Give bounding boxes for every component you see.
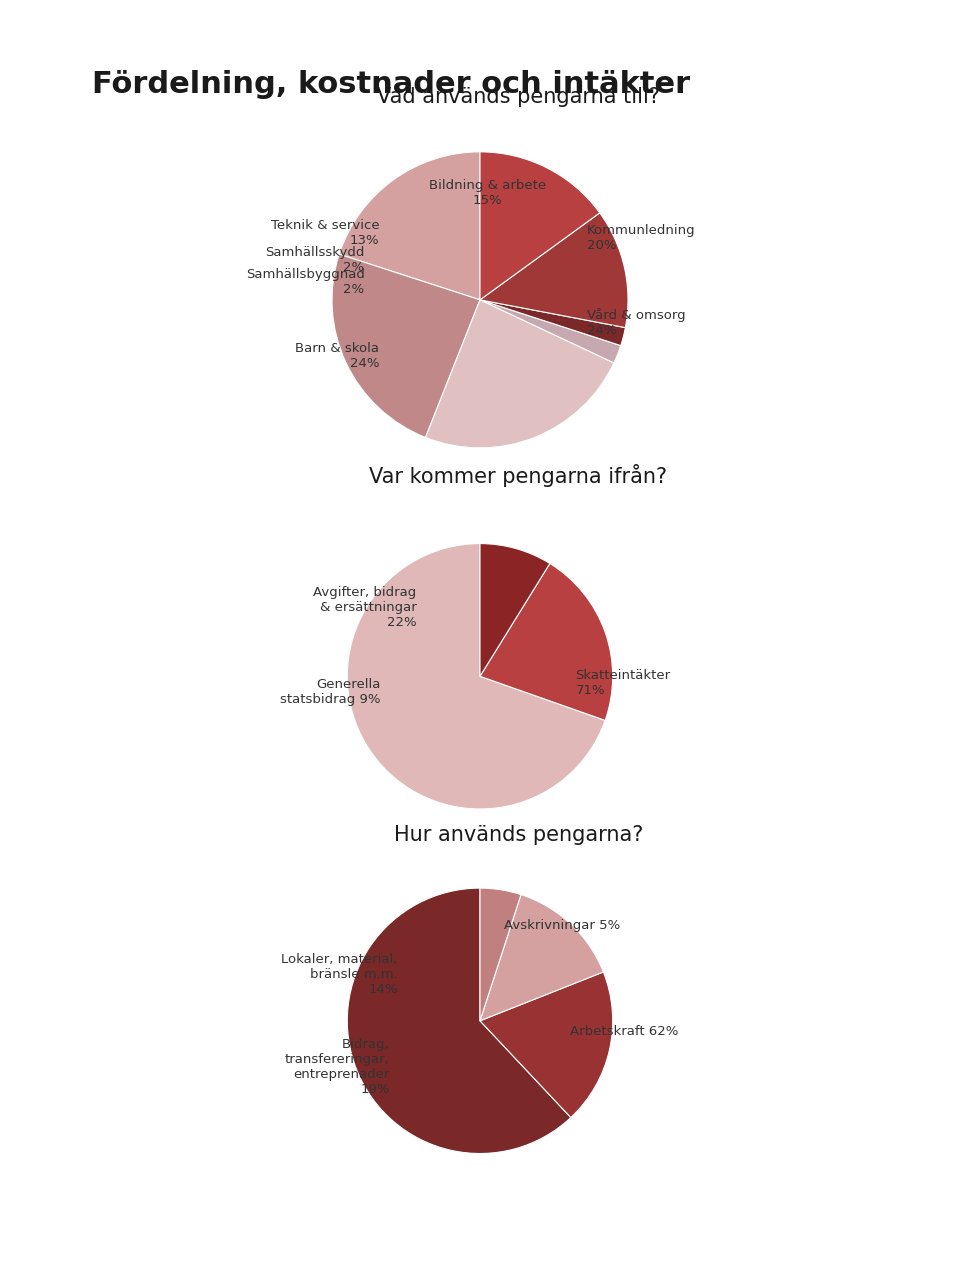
Text: Skatteintäkter
71%: Skatteintäkter 71%	[576, 669, 671, 697]
Wedge shape	[332, 254, 480, 438]
Wedge shape	[480, 152, 600, 300]
Text: Generella
statsbidrag 9%: Generella statsbidrag 9%	[280, 679, 380, 706]
Wedge shape	[480, 544, 550, 676]
Text: Avskrivningar 5%: Avskrivningar 5%	[504, 919, 620, 931]
Wedge shape	[480, 894, 604, 1021]
Text: Fördelning, kostnader och intäkter: Fördelning, kostnader och intäkter	[92, 70, 690, 100]
Text: 6: 6	[12, 34, 25, 52]
Text: Hur används pengarna?: Hur används pengarna?	[394, 824, 643, 845]
Text: Samhällsbyggnad
2%: Samhällsbyggnad 2%	[246, 268, 365, 296]
Text: Vad används pengarna till?: Vad används pengarna till?	[377, 87, 660, 107]
Wedge shape	[480, 300, 625, 346]
Text: Samhällsskydd
2%: Samhällsskydd 2%	[265, 246, 365, 274]
Text: Vård & omsorg
24%: Vård & omsorg 24%	[587, 308, 685, 337]
Text: Bildning & arbete
15%: Bildning & arbete 15%	[429, 180, 546, 207]
Text: Barn & skola
24%: Barn & skola 24%	[296, 342, 379, 370]
Wedge shape	[480, 888, 521, 1021]
Wedge shape	[339, 152, 480, 300]
Text: Var kommer pengarna ifrån?: Var kommer pengarna ifrån?	[370, 464, 667, 487]
Text: Bidrag,
transfereringar,
entreprenader
19%: Bidrag, transfereringar, entreprenader 1…	[285, 1039, 390, 1096]
Wedge shape	[480, 213, 628, 328]
Text: Teknik & service
13%: Teknik & service 13%	[271, 219, 379, 248]
Text: Lokaler, material,
bränsle m.m.
14%: Lokaler, material, bränsle m.m. 14%	[281, 953, 397, 995]
Wedge shape	[480, 300, 621, 362]
Text: Arbetskraft 62%: Arbetskraft 62%	[570, 1025, 679, 1037]
Text: Avgifter, bidrag
& ersättningar
22%: Avgifter, bidrag & ersättningar 22%	[313, 586, 417, 629]
Wedge shape	[348, 544, 605, 809]
Wedge shape	[480, 564, 612, 721]
Wedge shape	[480, 972, 612, 1118]
Text: Kommunledning
20%: Kommunledning 20%	[587, 223, 695, 251]
Wedge shape	[425, 300, 614, 448]
Wedge shape	[348, 888, 571, 1154]
